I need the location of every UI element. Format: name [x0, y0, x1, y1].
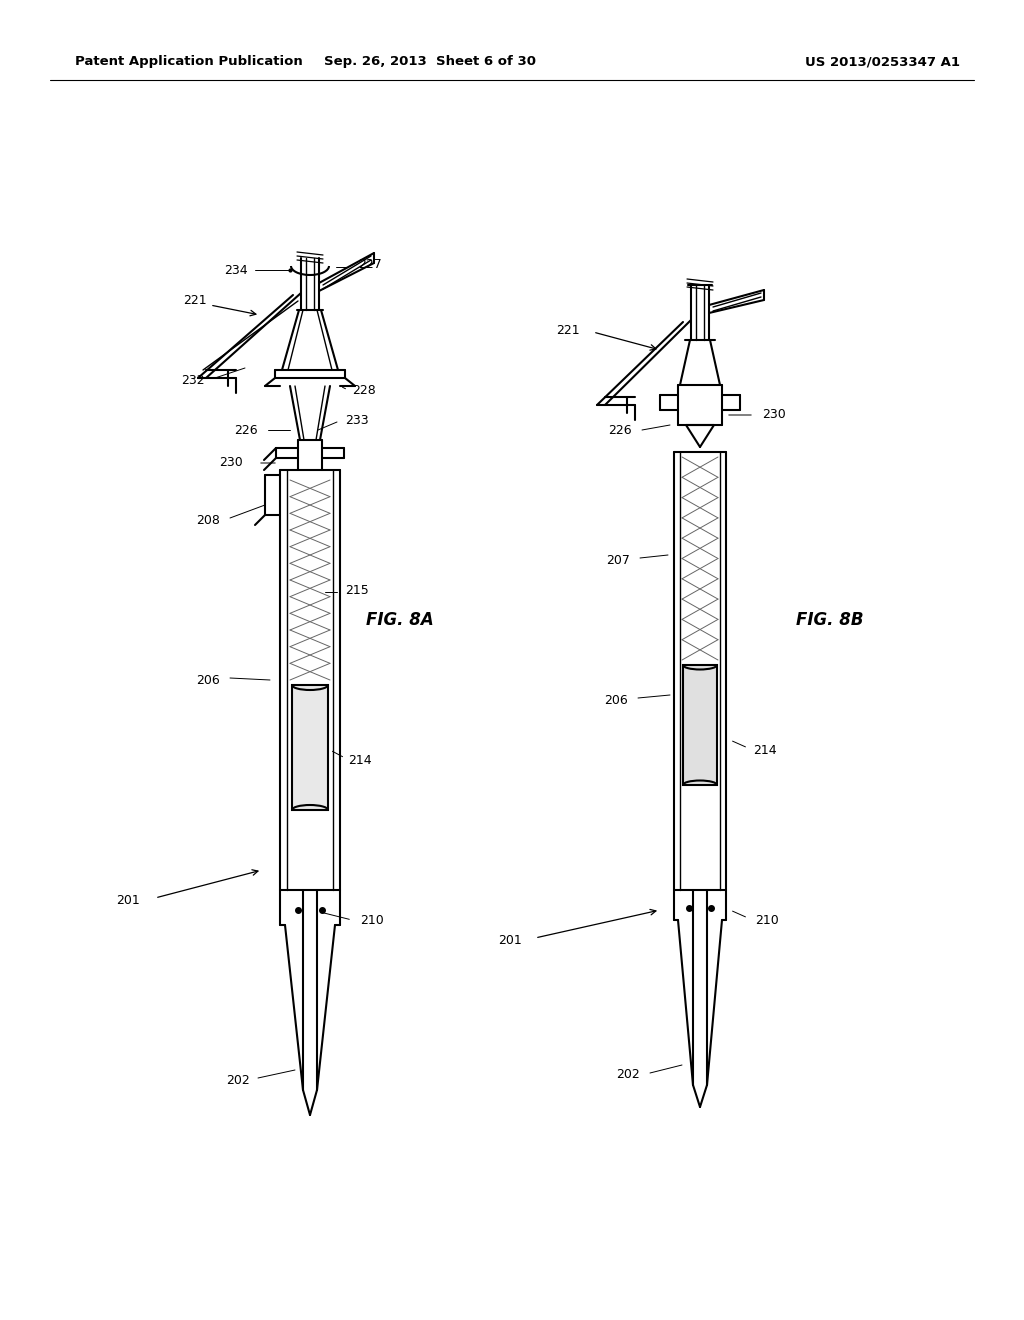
Text: Patent Application Publication: Patent Application Publication: [75, 55, 303, 69]
Text: 234: 234: [224, 264, 248, 276]
Text: 226: 226: [234, 424, 258, 437]
Text: 202: 202: [226, 1073, 250, 1086]
Text: 201: 201: [499, 933, 522, 946]
Text: Sep. 26, 2013  Sheet 6 of 30: Sep. 26, 2013 Sheet 6 of 30: [324, 55, 536, 69]
Text: 233: 233: [345, 413, 369, 426]
Text: 230: 230: [219, 457, 243, 470]
Text: 208: 208: [197, 513, 220, 527]
Text: 230: 230: [762, 408, 785, 421]
Text: 215: 215: [345, 583, 369, 597]
Text: 206: 206: [604, 693, 628, 706]
Text: 214: 214: [348, 754, 372, 767]
Bar: [292, 685, 328, 810]
Text: 207: 207: [606, 553, 630, 566]
Text: 226: 226: [608, 424, 632, 437]
Text: FIG. 8B: FIG. 8B: [797, 611, 864, 630]
Text: 232: 232: [181, 374, 205, 387]
Text: 202: 202: [616, 1068, 640, 1081]
Text: 221: 221: [556, 323, 580, 337]
Text: US 2013/0253347 A1: US 2013/0253347 A1: [805, 55, 961, 69]
Text: FIG. 8A: FIG. 8A: [367, 611, 434, 630]
Text: 227: 227: [358, 259, 382, 272]
Text: 214: 214: [753, 743, 776, 756]
Text: 228: 228: [352, 384, 376, 396]
Text: 221: 221: [183, 293, 207, 306]
Text: 206: 206: [197, 673, 220, 686]
Text: 210: 210: [360, 913, 384, 927]
Bar: [683, 665, 717, 785]
Text: 210: 210: [755, 913, 778, 927]
Text: 201: 201: [117, 894, 140, 907]
